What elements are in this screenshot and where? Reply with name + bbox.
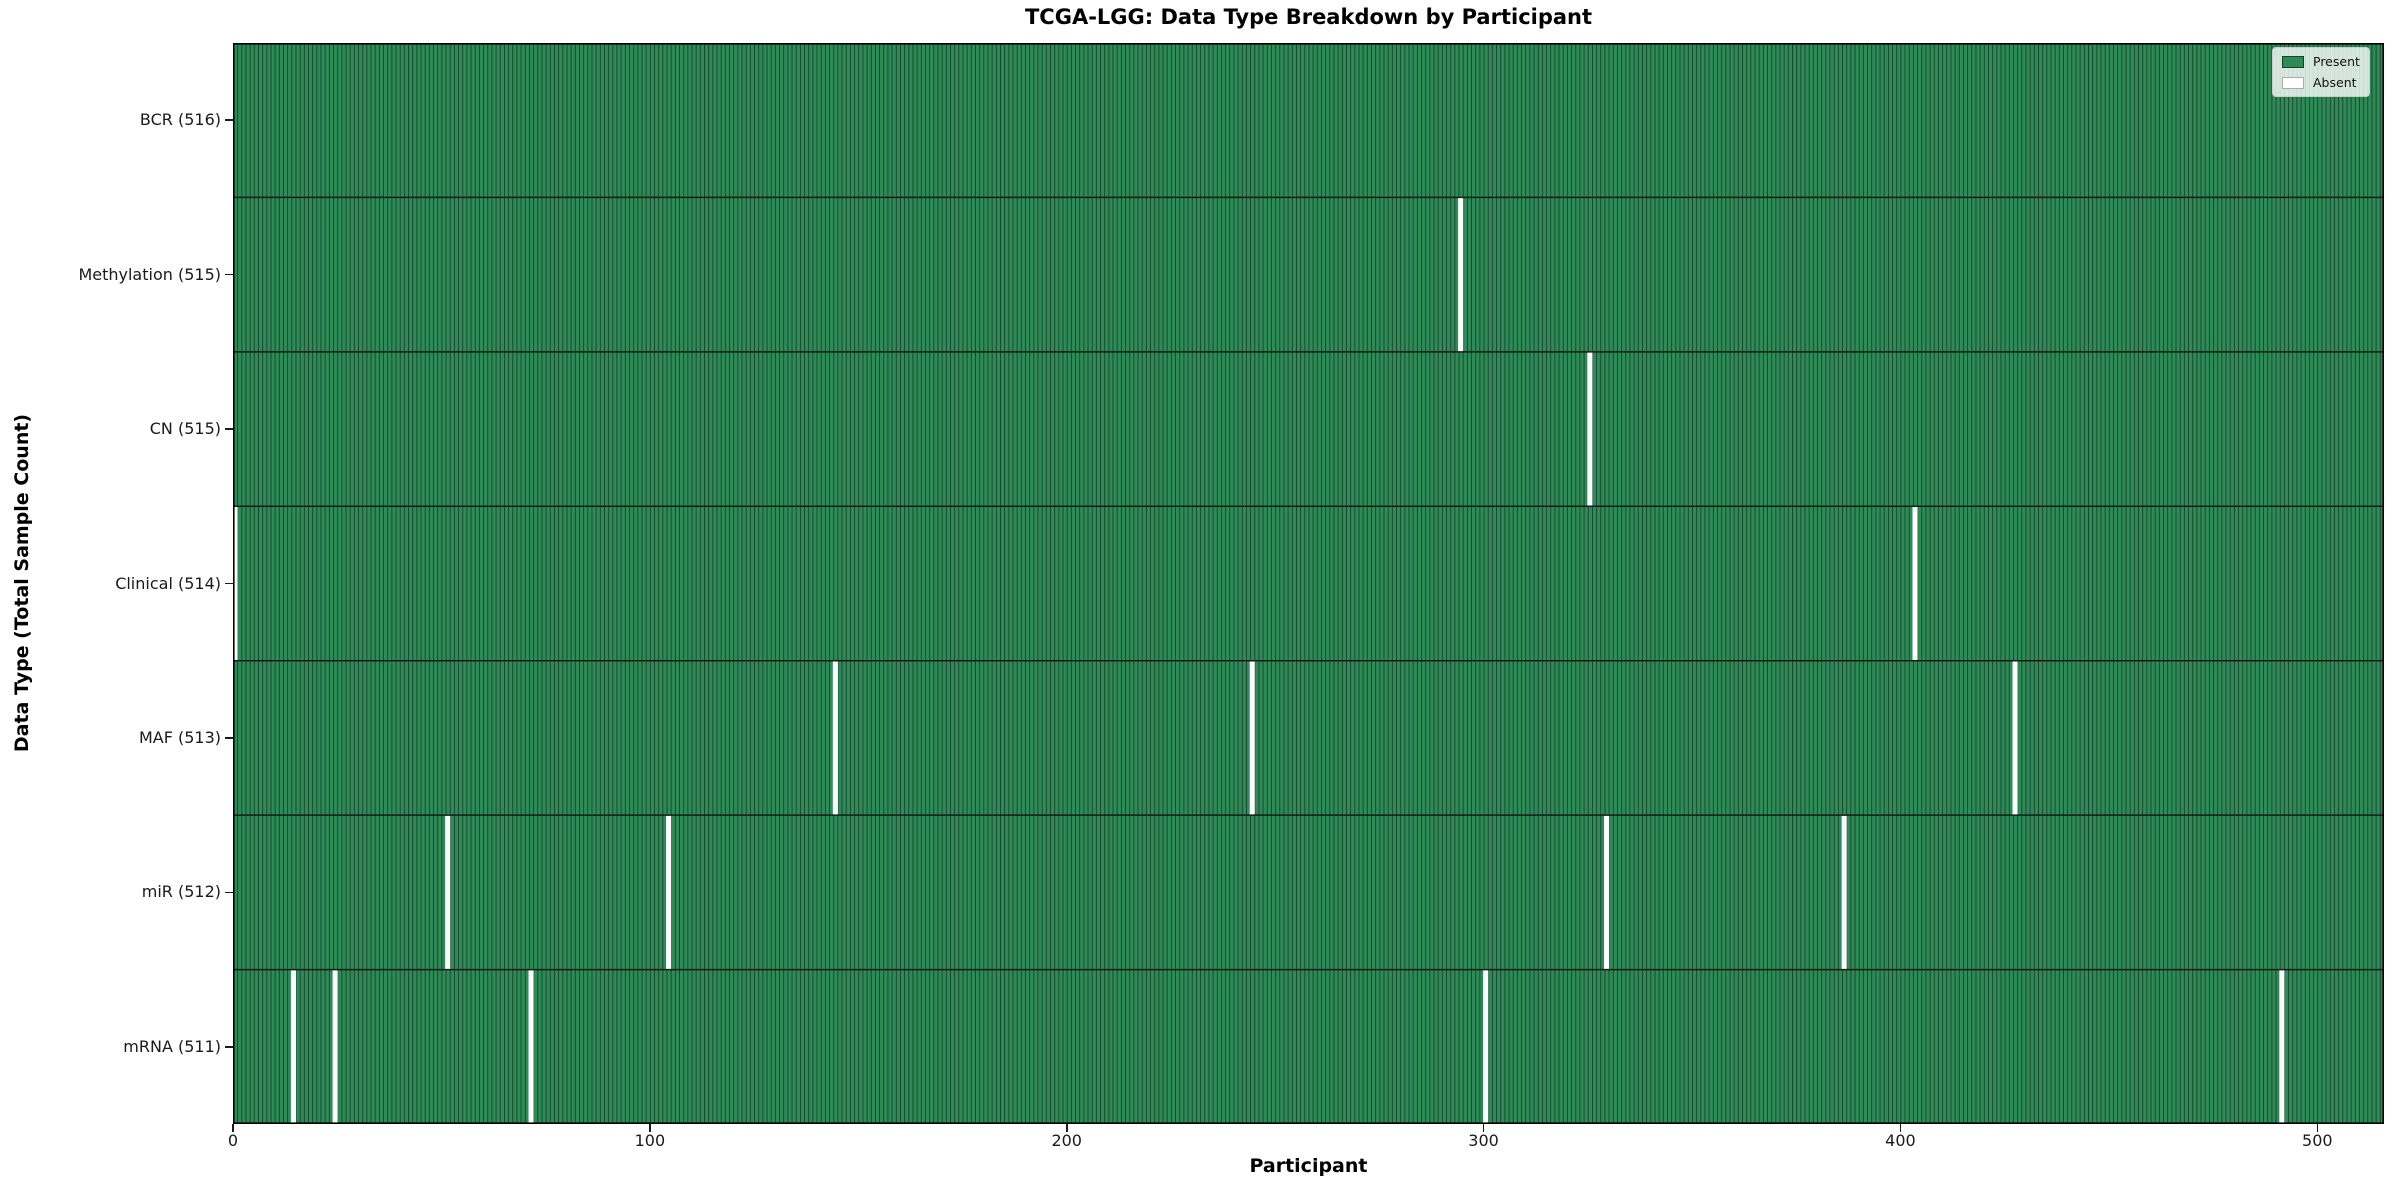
xtick-label-300: 300 bbox=[1468, 1131, 1499, 1150]
legend-entry-absent: Absent bbox=[2282, 75, 2360, 90]
ytick-label-clinical: Clinical (514) bbox=[115, 573, 221, 593]
x-axis-label: Participant bbox=[1249, 1155, 1368, 1177]
heatmap-svg bbox=[232, 43, 2384, 1125]
ytick-mark-cn bbox=[225, 428, 233, 430]
ytick-mark-methylation bbox=[225, 273, 233, 276]
ytick-mark-bcr bbox=[225, 119, 233, 121]
absent-gap-mrna-71 bbox=[528, 969, 534, 1124]
xtick-mark-500 bbox=[2316, 1124, 2319, 1132]
ytick-label-methylation: Methylation (515) bbox=[78, 264, 221, 284]
absent-gap-maf-144 bbox=[832, 660, 838, 816]
row-maf bbox=[233, 660, 2384, 816]
absent-gap-maf-244 bbox=[1249, 660, 1255, 816]
xtick-mark-0 bbox=[232, 1124, 234, 1132]
row-methylation bbox=[233, 197, 2384, 352]
absent-gap-methylation-294 bbox=[1458, 197, 1464, 352]
absent-gap-mir-51 bbox=[445, 815, 451, 970]
ytick-mark-mrna bbox=[225, 1045, 233, 1048]
row-mir bbox=[233, 815, 2384, 970]
legend-label-absent: Absent bbox=[2313, 75, 2357, 90]
plot-area bbox=[232, 43, 2384, 1125]
row-cn bbox=[233, 351, 2384, 507]
ytick-label-cn: CN (515) bbox=[149, 419, 221, 439]
row-bcr bbox=[233, 43, 2384, 198]
xtick-label-100: 100 bbox=[634, 1131, 666, 1150]
xtick-label-0: 0 bbox=[227, 1131, 239, 1150]
xtick-label-200: 200 bbox=[1051, 1131, 1082, 1150]
legend-swatch-present bbox=[2282, 55, 2304, 68]
ytick-mark-maf bbox=[225, 737, 233, 739]
ytick-mark-mir bbox=[225, 891, 233, 894]
ytick-label-bcr: BCR (516) bbox=[139, 110, 221, 130]
xtick-label-500: 500 bbox=[2302, 1131, 2333, 1150]
absent-gap-mir-386 bbox=[1841, 815, 1847, 970]
xtick-label-400: 400 bbox=[1885, 1131, 1916, 1150]
row-mrna bbox=[233, 969, 2384, 1124]
legend: Present Absent bbox=[2272, 47, 2370, 97]
xtick-mark-100 bbox=[649, 1124, 651, 1132]
legend-entry-present: Present bbox=[2282, 54, 2360, 69]
row-clinical bbox=[233, 506, 2384, 661]
ytick-label-maf: MAF (513) bbox=[138, 727, 221, 747]
absent-gap-mrna-300 bbox=[1483, 969, 1489, 1124]
absent-gap-cn-325 bbox=[1587, 351, 1593, 507]
chart-title: TCGA-LGG: Data Type Breakdown by Partici… bbox=[1024, 5, 1593, 29]
ytick-mark-clinical bbox=[225, 582, 233, 585]
absent-gap-mrna-14 bbox=[290, 969, 296, 1124]
ytick-label-mir: miR (512) bbox=[141, 882, 221, 902]
absent-gap-mir-329 bbox=[1604, 815, 1610, 970]
xtick-mark-300 bbox=[1482, 1124, 1485, 1132]
ytick-label-mrna: mRNA (511) bbox=[123, 1036, 221, 1056]
absent-gap-clinical-403 bbox=[1912, 506, 1918, 661]
absent-gap-clinical-0 bbox=[232, 506, 238, 661]
absent-gap-maf-427 bbox=[2012, 660, 2018, 816]
absent-gap-mrna-24 bbox=[332, 969, 338, 1124]
absent-gap-mir-104 bbox=[666, 815, 672, 970]
xtick-mark-200 bbox=[1065, 1124, 1068, 1132]
plot-border bbox=[233, 43, 2384, 1125]
legend-swatch-absent bbox=[2282, 76, 2304, 89]
absent-gap-mrna-491 bbox=[2279, 969, 2285, 1124]
legend-label-present: Present bbox=[2313, 54, 2360, 69]
xtick-mark-400 bbox=[1899, 1124, 1902, 1132]
